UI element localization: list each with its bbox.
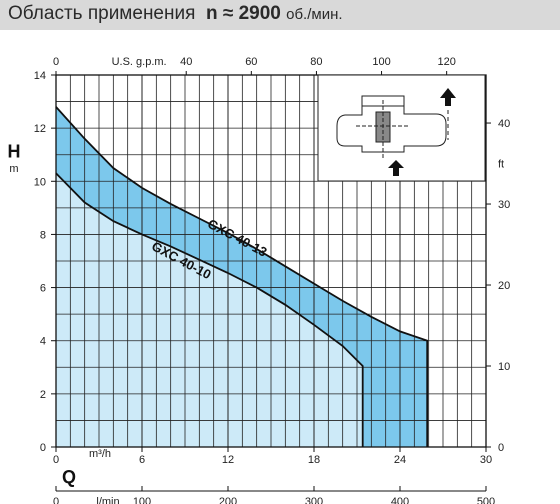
lmin-tick-label: 400 [391, 496, 409, 504]
lmin-axis-label: l/min [96, 496, 119, 504]
speed-prefix: n ≈ [205, 3, 234, 24]
speed-value: 2900 [238, 3, 281, 24]
series-line-gxc-40-10 [55, 172, 364, 447]
title-text: Область применения [8, 3, 196, 24]
ft-axis-label: ft [498, 159, 504, 171]
y-tick-label: 8 [40, 229, 46, 241]
area-under-gxc-40-10 [56, 173, 363, 448]
y-tick-label: 10 [34, 176, 46, 188]
ft-tick-label: 0 [498, 442, 504, 454]
y-tick-label: 6 [40, 283, 46, 295]
ft-tick-label: 20 [498, 280, 510, 292]
y-tick-label: 12 [34, 123, 46, 135]
top-tick-label: 40 [180, 56, 192, 68]
chart-title: Область применения n ≈ 2900 об./мин. [8, 3, 343, 25]
lmin-tick-label: 300 [305, 496, 323, 504]
speed-unit: об./мин. [286, 6, 343, 23]
y-tick-label: 14 [34, 70, 46, 82]
chart-header: Область применения n ≈ 2900 об./мин. [0, 0, 560, 30]
lmin-tick-label: 200 [219, 496, 237, 504]
series-line-gxc-40-13 [55, 106, 429, 447]
plot-frame [55, 74, 487, 448]
top-tick-label: 60 [245, 56, 257, 68]
lmin-tick-label: 500 [477, 496, 495, 504]
ft-tick-label: 30 [498, 199, 510, 211]
x-tick-label: 6 [139, 454, 145, 466]
y-unit-label: m [9, 163, 18, 175]
x-tick-label: 12 [222, 454, 234, 466]
x-axis-label: Q [62, 467, 76, 487]
x-tick-label: 30 [480, 454, 492, 466]
top-axis-label: U.S. g.p.m. [112, 56, 167, 68]
top-tick-label: 120 [437, 56, 455, 68]
top-tick-label: 80 [310, 56, 322, 68]
pump-schematic-icon [317, 74, 486, 182]
x-unit-label: m³/h [89, 448, 111, 460]
y-tick-label: 2 [40, 389, 46, 401]
x-tick-label: 0 [53, 454, 59, 466]
y-axis-label: H [8, 141, 21, 161]
lmin-tick-label: 100 [133, 496, 151, 504]
x-tick-label: 24 [394, 454, 406, 466]
y-tick-label: 0 [40, 442, 46, 454]
y-tick-label: 4 [40, 336, 46, 348]
ft-tick-label: 40 [498, 118, 510, 130]
top-tick-label: 0 [53, 56, 59, 68]
top-tick-label: 100 [372, 56, 390, 68]
ft-tick-label: 10 [498, 361, 510, 373]
x-tick-label: 18 [308, 454, 320, 466]
lmin-tick-label: 0 [53, 496, 59, 504]
